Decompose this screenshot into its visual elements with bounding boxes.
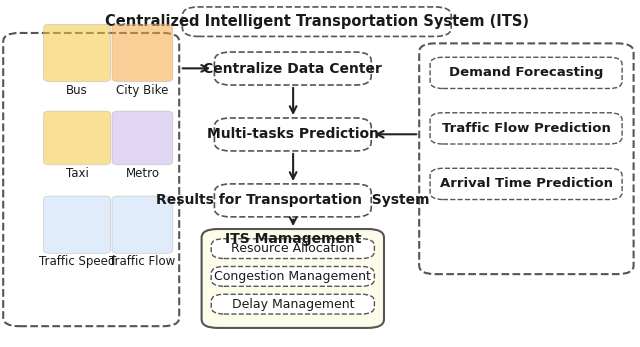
FancyBboxPatch shape xyxy=(182,7,451,36)
Text: City Bike: City Bike xyxy=(116,84,168,97)
Text: Metro: Metro xyxy=(125,167,159,180)
FancyBboxPatch shape xyxy=(44,111,111,165)
FancyBboxPatch shape xyxy=(211,266,374,286)
FancyBboxPatch shape xyxy=(430,57,622,88)
Text: Bus: Bus xyxy=(67,84,88,97)
Text: Resource Allocation: Resource Allocation xyxy=(231,242,355,255)
FancyBboxPatch shape xyxy=(112,196,173,253)
Text: Delay Management: Delay Management xyxy=(232,298,354,311)
FancyBboxPatch shape xyxy=(430,113,622,144)
FancyBboxPatch shape xyxy=(112,111,173,165)
FancyBboxPatch shape xyxy=(430,168,622,200)
Text: Traffic Speed: Traffic Speed xyxy=(39,255,115,269)
Text: Demand Forecasting: Demand Forecasting xyxy=(449,66,604,79)
Text: Traffic Flow Prediction: Traffic Flow Prediction xyxy=(442,122,611,135)
Text: Congestion Management: Congestion Management xyxy=(214,270,371,283)
FancyBboxPatch shape xyxy=(419,43,634,274)
FancyBboxPatch shape xyxy=(214,52,371,85)
Text: Arrival Time Prediction: Arrival Time Prediction xyxy=(440,177,612,191)
FancyBboxPatch shape xyxy=(112,24,173,82)
Text: ITS Mamagement: ITS Mamagement xyxy=(225,232,361,246)
FancyBboxPatch shape xyxy=(44,24,111,82)
FancyBboxPatch shape xyxy=(3,33,179,326)
FancyBboxPatch shape xyxy=(44,196,111,253)
Text: Centralized Intelligent Transportation System (ITS): Centralized Intelligent Transportation S… xyxy=(105,14,529,29)
Text: Centralize Data Center: Centralize Data Center xyxy=(204,61,382,76)
Text: Multi-tasks Prediction: Multi-tasks Prediction xyxy=(207,127,379,142)
FancyBboxPatch shape xyxy=(211,239,374,259)
FancyBboxPatch shape xyxy=(214,118,371,151)
Text: Taxi: Taxi xyxy=(66,167,88,180)
FancyBboxPatch shape xyxy=(214,184,371,217)
Text: Traffic Flow: Traffic Flow xyxy=(109,255,175,269)
FancyBboxPatch shape xyxy=(202,229,384,328)
FancyBboxPatch shape xyxy=(211,294,374,314)
Text: Results for Transportation  System: Results for Transportation System xyxy=(156,193,429,208)
